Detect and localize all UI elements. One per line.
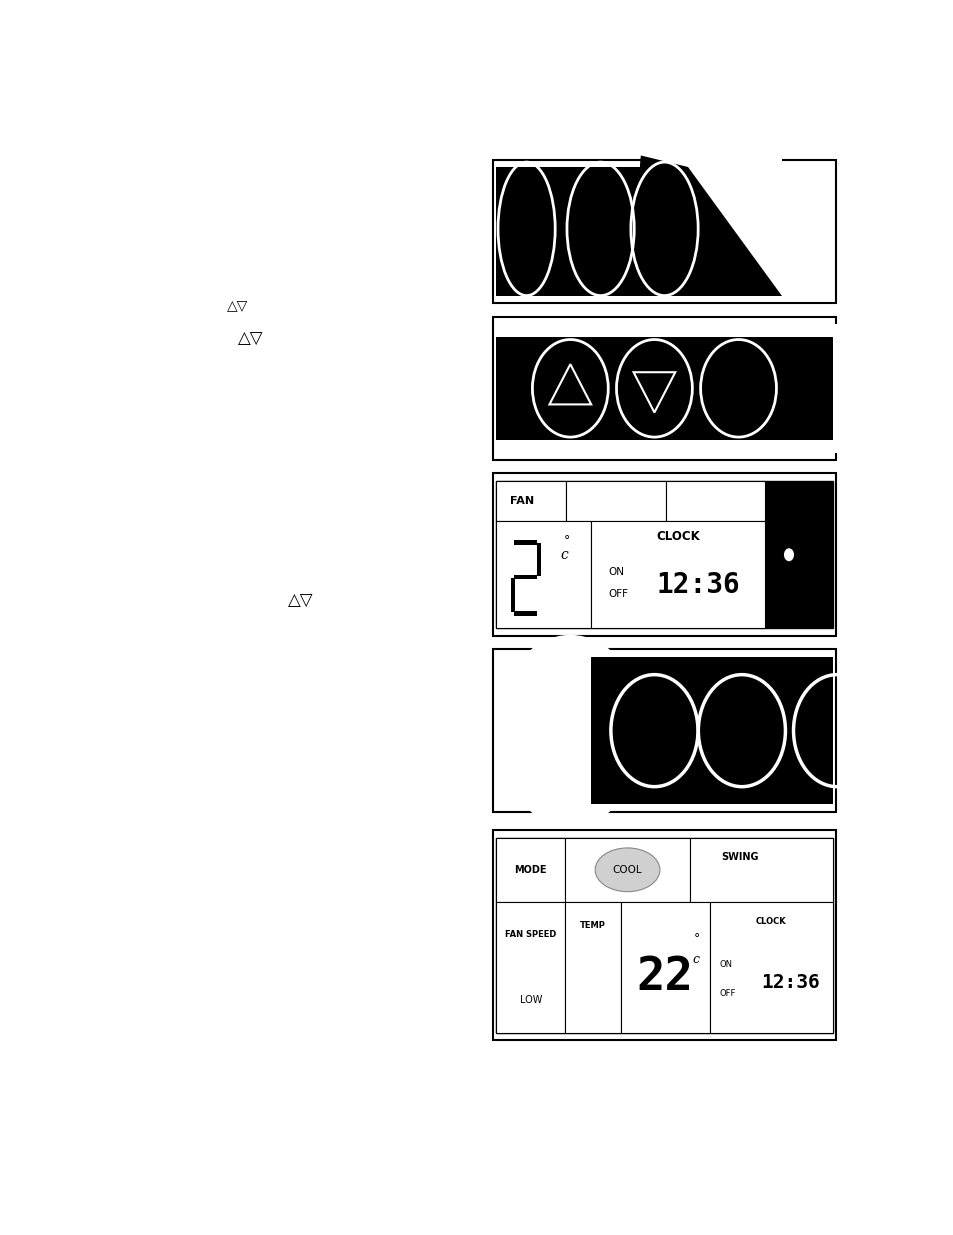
Bar [689,837,832,902]
Bar [565,902,620,1032]
Bar [514,540,537,545]
Bar [496,482,832,629]
Text: c: c [559,548,568,562]
Bar [781,167,832,295]
Text: 22: 22 [637,955,693,1000]
Text: c: c [691,953,699,966]
Polygon shape [496,120,781,167]
Text: △▽: △▽ [288,590,313,609]
Polygon shape [590,657,832,804]
Bar [511,578,515,613]
Circle shape [639,105,736,228]
Bar [496,337,832,440]
Bar [496,324,832,337]
Text: °: ° [693,932,700,945]
Bar [492,159,836,304]
Text: FAN SPEED: FAN SPEED [504,930,556,939]
Polygon shape [687,167,781,295]
Bar [496,902,565,1032]
Text: 12:36: 12:36 [657,572,740,599]
Bar [709,902,832,1032]
Bar [492,650,836,811]
Bar [832,324,869,452]
Text: 12:36: 12:36 [760,973,820,993]
Bar [590,521,764,629]
Bar [665,482,764,521]
Text: CLOCK: CLOCK [656,531,700,543]
Text: △▽: △▽ [227,298,248,312]
Bar [496,167,832,295]
Bar [566,482,665,521]
Text: LOW: LOW [519,995,541,1005]
Circle shape [783,548,793,561]
Bar [496,440,832,452]
Bar [514,574,537,579]
Bar [565,837,689,902]
Bar [514,611,537,615]
Text: TEMP: TEMP [579,921,605,930]
Text: OFF: OFF [607,589,627,599]
Text: SWING: SWING [720,852,758,862]
Ellipse shape [496,635,643,826]
Polygon shape [496,167,775,295]
Text: FAN: FAN [510,496,534,506]
Text: ON: ON [607,567,623,578]
Bar [620,902,709,1032]
Bar [496,521,590,629]
Bar [492,316,836,461]
Text: OFF: OFF [719,989,736,998]
Text: △▽: △▽ [238,330,263,347]
Text: COOL: COOL [612,864,641,874]
Text: MODE: MODE [514,864,546,874]
Bar [557,657,832,804]
Bar [496,167,781,295]
Text: °: ° [563,534,570,547]
Text: ON: ON [719,960,732,969]
Bar [492,473,836,636]
Bar [496,837,832,1032]
Bar [496,837,565,902]
Bar [764,482,832,629]
Bar [492,830,836,1040]
Bar [496,657,832,804]
Bar [496,482,566,521]
Text: CLOCK: CLOCK [755,918,786,926]
Bar [537,543,540,576]
Ellipse shape [595,848,659,892]
